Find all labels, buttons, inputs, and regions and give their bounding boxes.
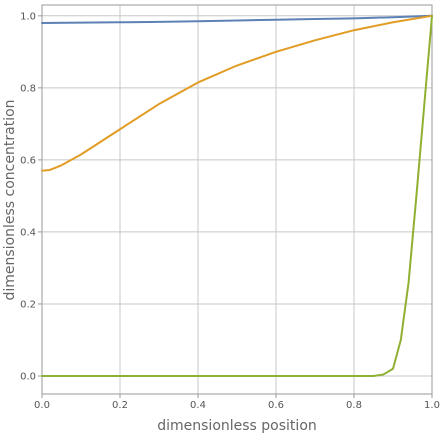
- axis-ticks: 0.0 0.2 0.4 0.6 0.8 1.0 0.0 0.2 0.4 0.6 0.8 1.0: [20, 11, 440, 411]
- y-tick-label: 0.4: [20, 227, 36, 238]
- series-line-3: [41, 14, 433, 377]
- series-line-1: [41, 14, 433, 25]
- x-tick-label: 0.8: [346, 400, 362, 411]
- x-tick-label: 0.4: [190, 400, 206, 411]
- grid: [41, 5, 433, 394]
- y-tick-label: 0.0: [20, 371, 36, 382]
- series-lines: [41, 14, 433, 377]
- y-tick-label: 0.8: [20, 83, 36, 94]
- x-tick-label: 1.0: [424, 400, 440, 411]
- x-tick-label: 0.2: [112, 400, 128, 411]
- y-axis-label: dimensionless concentration: [2, 99, 18, 300]
- y-tick-label: 1.0: [20, 11, 36, 22]
- plot-frame: [41, 4, 433, 395]
- y-tick-label: 0.6: [20, 155, 36, 166]
- x-tick-label: 0.0: [34, 400, 50, 411]
- x-axis-label: dimensionless position: [157, 418, 317, 434]
- y-tick-label: 0.2: [20, 299, 36, 310]
- series-line-2: [41, 14, 433, 172]
- x-tick-label: 0.6: [268, 400, 284, 411]
